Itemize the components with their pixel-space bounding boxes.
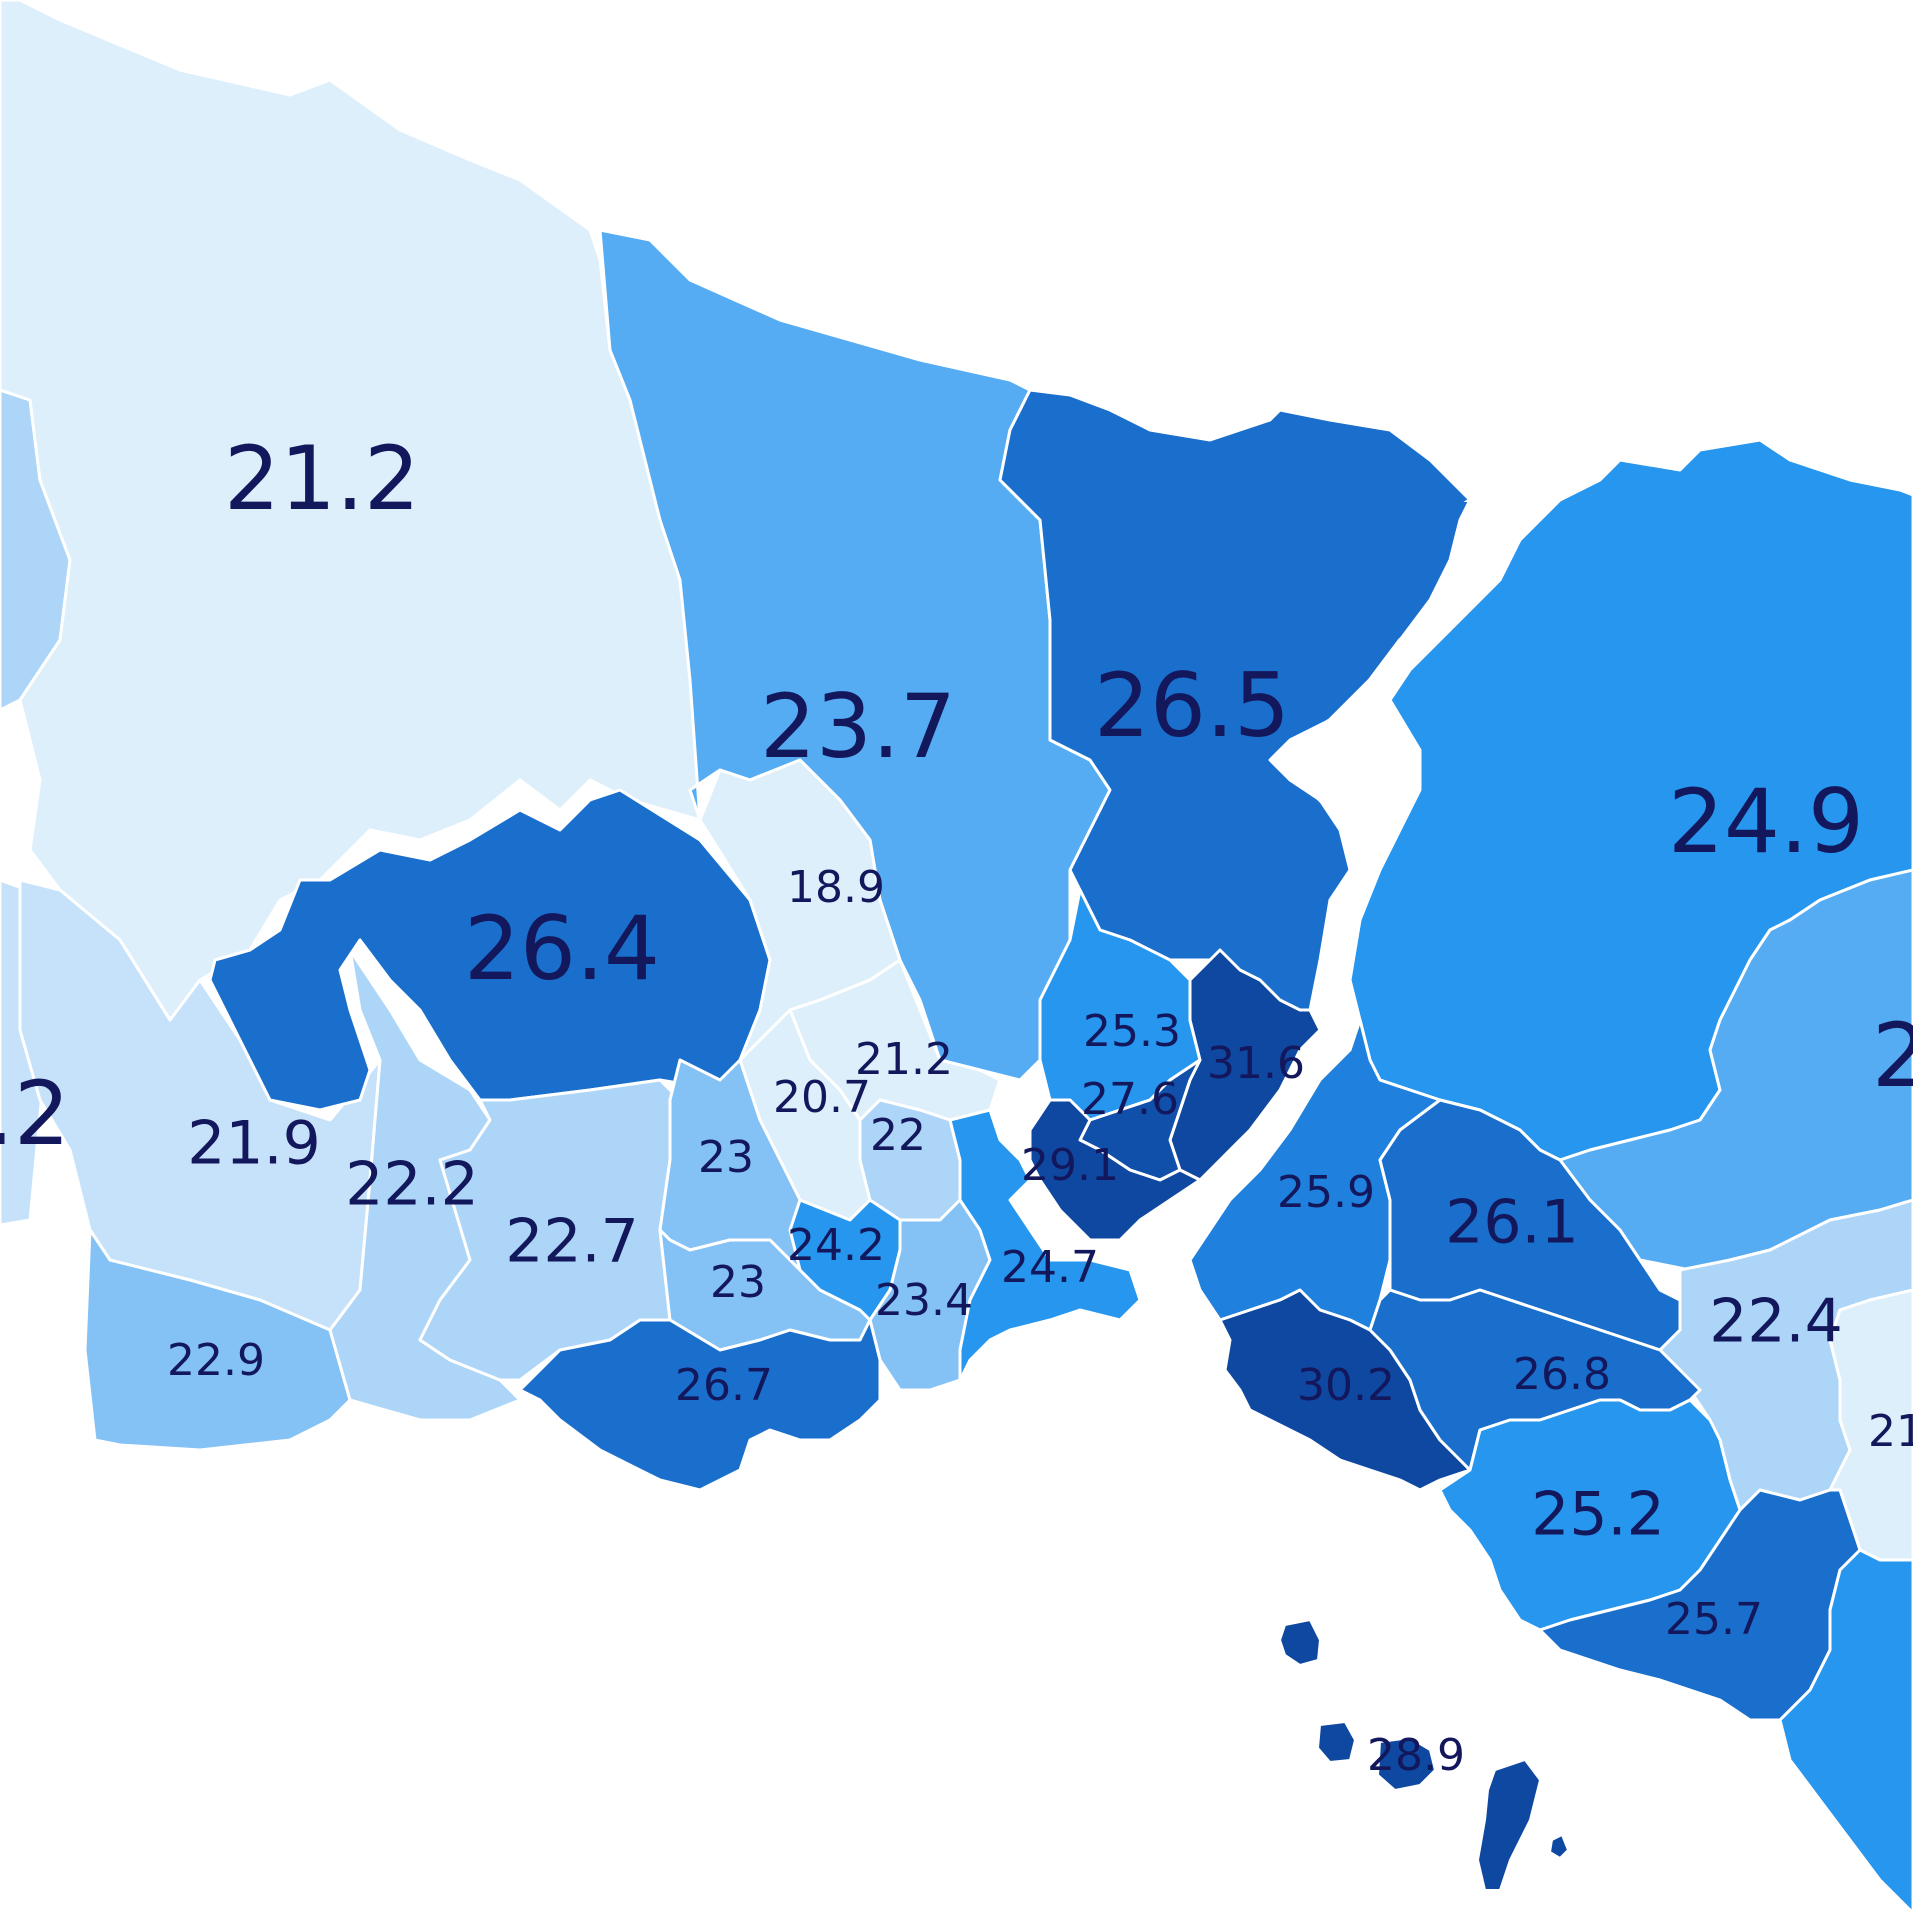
label-atasehir: 26.8 xyxy=(1513,1349,1611,1400)
label-center-1: 23 xyxy=(698,1132,754,1183)
district-kadikoy[interactable] xyxy=(1218,1288,1472,1492)
label-sisli: 25.3 xyxy=(1083,1006,1181,1057)
label-arnavutkoy: 26.4 xyxy=(464,897,660,1000)
label-center-3: 20.7 xyxy=(773,1072,871,1123)
island-4[interactable] xyxy=(1476,1758,1542,1891)
label-beykoz: 24.9 xyxy=(1668,770,1864,873)
label-sariyer: 26.5 xyxy=(1094,654,1290,757)
label-bakirkoy: 26.7 xyxy=(675,1360,773,1411)
island-5[interactable] xyxy=(1548,1833,1570,1860)
label-center-7: 23.4 xyxy=(875,1275,973,1326)
label-west-2: 22.2 xyxy=(345,1150,479,1220)
label-center-2: 23 xyxy=(710,1257,766,1308)
district-zeytinburnu[interactable] xyxy=(948,1108,1142,1382)
label-center-5: 22 xyxy=(870,1110,926,1161)
label-east-edge: 21 xyxy=(1868,1406,1913,1457)
label-adalar: 28.9 xyxy=(1367,1730,1465,1781)
label-west-1: 21.9 xyxy=(187,1109,321,1179)
label-far-east: 2 xyxy=(1872,1004,1913,1107)
label-kartal: 25.7 xyxy=(1665,1594,1763,1645)
label-southwest: 22.9 xyxy=(167,1335,265,1386)
label-kadikoy: 30.2 xyxy=(1297,1360,1395,1411)
label-northwest: 21.2 xyxy=(224,427,420,530)
label-cekmekoy: 26.1 xyxy=(1445,1188,1579,1258)
label-beyoglu: 27.6 xyxy=(1081,1074,1179,1125)
label-kemerburgaz: 18.9 xyxy=(787,862,885,913)
label-besiktas: 31.6 xyxy=(1207,1038,1305,1089)
label-west-3: 22.7 xyxy=(505,1207,639,1277)
district-fatih[interactable] xyxy=(1028,1098,1202,1242)
label-center-6: 24.2 xyxy=(787,1220,885,1271)
island-1[interactable] xyxy=(1278,1618,1322,1667)
label-umraniye: 25.9 xyxy=(1277,1167,1375,1218)
label-fatih: 29.1 xyxy=(1021,1140,1119,1191)
label-center-4: 21.2 xyxy=(855,1034,953,1085)
label-sancaktepe: 22.4 xyxy=(1709,1287,1843,1357)
district-bakirkoy[interactable] xyxy=(518,1318,882,1492)
label-zeytinburnu: 24.7 xyxy=(1001,1242,1099,1293)
district-northwest[interactable] xyxy=(0,0,702,1022)
district-southeast-edge[interactable] xyxy=(1778,1548,1913,1913)
island-2[interactable] xyxy=(1316,1720,1357,1764)
island-3[interactable] xyxy=(1376,1736,1437,1792)
label-maltepe: 25.2 xyxy=(1531,1480,1665,1550)
label-far-west: .2 xyxy=(0,1062,70,1165)
label-north-center: 23.7 xyxy=(760,675,956,778)
district-southwest[interactable] xyxy=(83,1228,352,1452)
